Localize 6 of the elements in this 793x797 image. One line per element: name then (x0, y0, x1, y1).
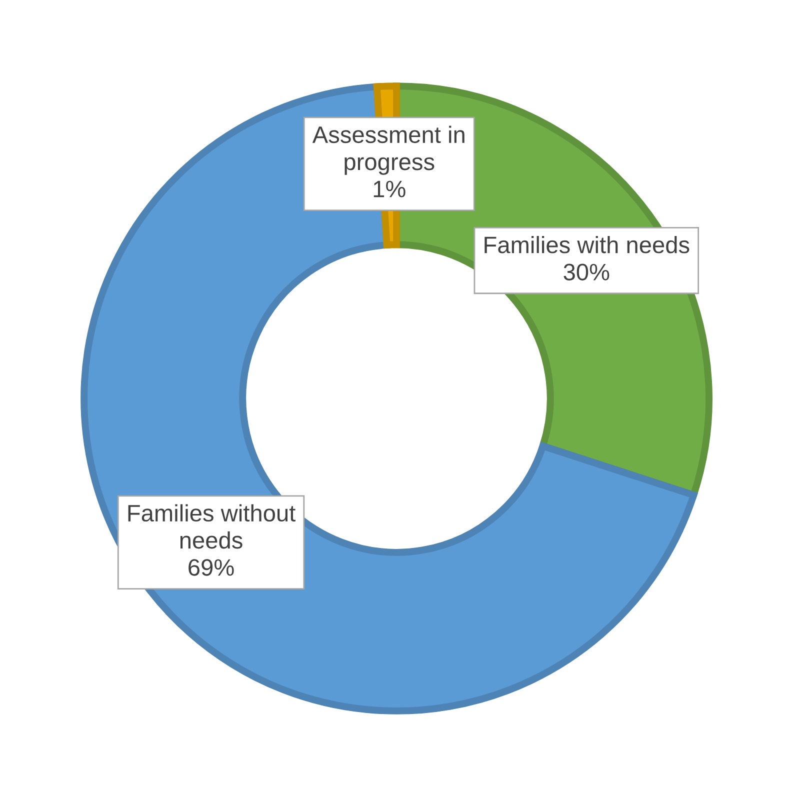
slice-label: Families with needs (484, 236, 690, 254)
slice-label: Assessment in progress (312, 126, 464, 175)
data-label: 69% (188, 559, 234, 576)
slice-label: Families without needs (128, 504, 296, 549)
data-label: 30% (564, 264, 610, 280)
data-label: 1% (374, 180, 406, 198)
